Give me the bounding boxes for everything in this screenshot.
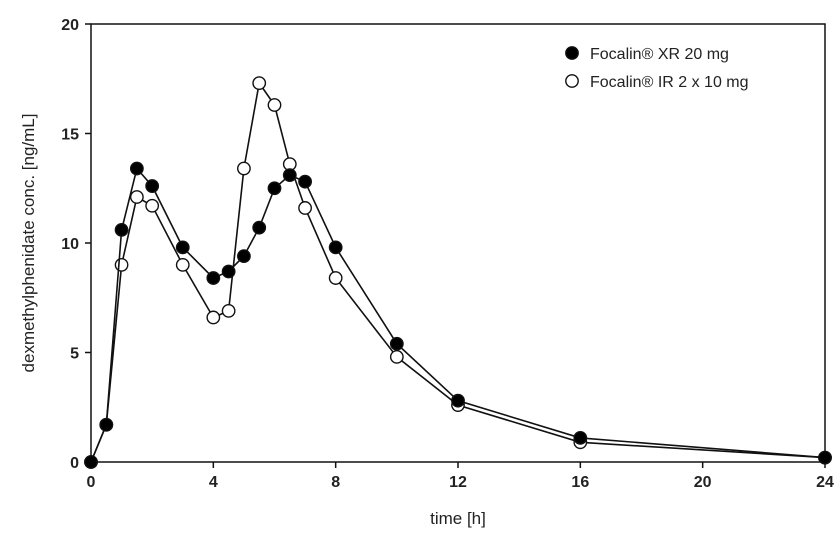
series-layer [84,76,832,469]
data-point [252,220,267,235]
data-point [328,271,343,285]
data-point [129,161,144,176]
data-point [282,168,297,183]
data-point [221,303,236,318]
series-xr [84,161,832,469]
data-point [145,179,160,193]
y-tick-label: 20 [61,17,79,34]
data-point [267,98,282,112]
data-point [221,264,236,279]
data-point [99,417,114,432]
series-line [90,166,826,463]
legend-label: Focalin® XR 20 mg [590,46,729,63]
data-point [252,76,267,91]
data-point [389,349,404,364]
data-point [573,431,588,445]
y-axis-title: dexmethylphenidate conc. [ng/mL] [19,114,38,373]
data-point [267,181,282,196]
x-tick-label: 0 [87,474,96,491]
y-tick-label: 15 [61,127,79,144]
y-tick-label: 0 [70,455,79,472]
data-point [818,450,832,465]
data-point [389,336,404,351]
series-line [90,81,826,463]
axis-ticks: 0 4 8 12 16 20 24 0 5 10 15 20 [61,17,834,491]
data-point [298,174,312,189]
legend-label: Focalin® IR 2 x 10 mg [590,74,749,91]
data-point [175,240,190,255]
data-point [129,190,144,204]
x-tick-label: 8 [331,474,340,491]
y-tick-label: 10 [61,236,79,253]
data-point [328,240,343,255]
data-point [237,161,251,176]
y-tick-label: 5 [70,346,79,363]
legend-marker [565,46,579,60]
x-tick-label: 16 [571,474,589,491]
plot-area-frame [90,23,826,463]
data-point [145,198,160,213]
data-point [114,222,129,237]
legend: Focalin® XR 20 mg Focalin® IR 2 x 10 mg [565,46,749,91]
legend-marker [565,74,579,88]
data-point [175,257,190,272]
x-axis-title: time [h] [430,509,486,528]
x-tick-label: 24 [816,474,834,491]
data-point [237,249,251,264]
data-point [114,257,129,272]
x-tick-label: 4 [209,474,218,491]
data-point [206,271,221,285]
x-tick-label: 20 [694,474,712,491]
x-tick-label: 12 [449,474,467,491]
data-point [84,455,98,469]
data-point [298,201,312,215]
series-ir [84,76,832,469]
data-point [206,310,221,325]
data-point [451,393,465,408]
